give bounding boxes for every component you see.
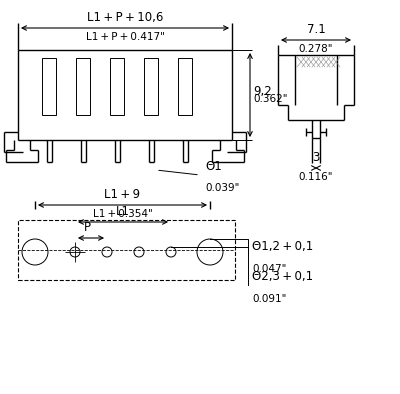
Text: L1 + P + 10,6: L1 + P + 10,6 [87, 11, 163, 24]
Text: 0.278": 0.278" [299, 44, 333, 54]
Bar [76, 58, 90, 115]
Text: L1 + 0.354": L1 + 0.354" [93, 209, 152, 219]
Text: Θ1: Θ1 [205, 160, 222, 173]
Text: L1 + 9: L1 + 9 [104, 188, 140, 201]
Text: 0.091": 0.091" [252, 294, 286, 304]
Text: 9,2: 9,2 [253, 84, 272, 97]
Bar [18, 220, 235, 280]
Bar [110, 58, 124, 115]
Text: L1 + P + 0.417": L1 + P + 0.417" [86, 32, 164, 42]
Text: 3: 3 [312, 151, 320, 164]
Text: 0.039": 0.039" [205, 183, 239, 193]
Text: P: P [84, 221, 90, 234]
Text: Θ2,3 + 0,1: Θ2,3 + 0,1 [252, 270, 313, 283]
Bar [144, 58, 158, 115]
Text: 7.1: 7.1 [307, 23, 325, 36]
Text: 0.047": 0.047" [252, 264, 286, 274]
Bar [178, 58, 192, 115]
Text: L1: L1 [116, 205, 130, 218]
Text: 0.116": 0.116" [299, 172, 333, 182]
Bar [42, 58, 56, 115]
Text: 0.362": 0.362" [253, 94, 288, 104]
Text: Θ1,2 + 0,1: Θ1,2 + 0,1 [252, 240, 313, 253]
